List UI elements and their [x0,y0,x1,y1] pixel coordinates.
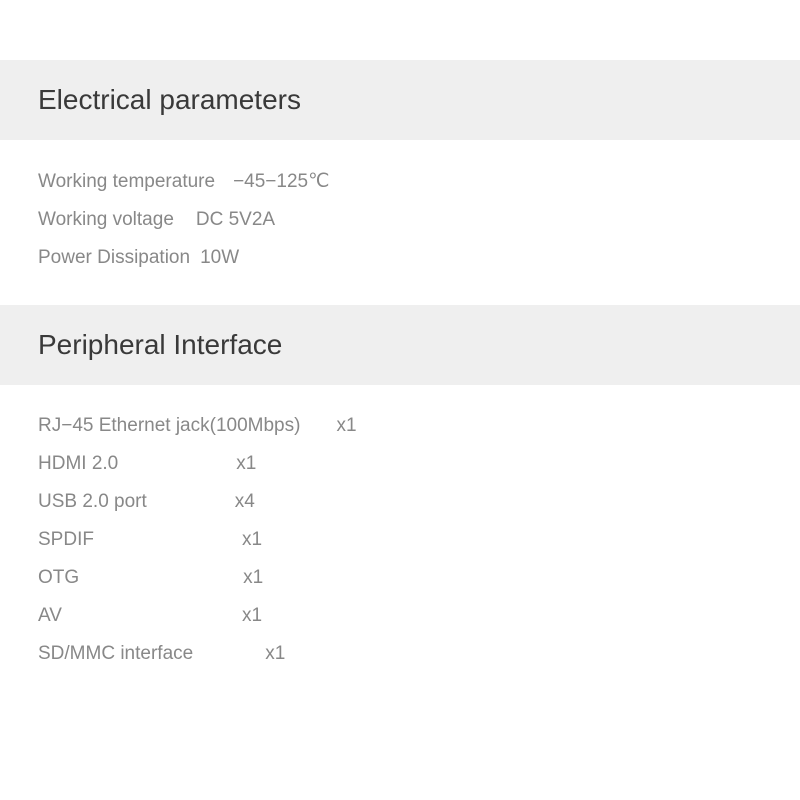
section-body-electrical: Working temperature −45−125℃ Working vol… [0,140,800,305]
spec-row: HDMI 2.0 x1 [38,453,762,475]
spec-label: SPDIF [38,529,94,551]
spec-label: AV [38,605,62,627]
spec-row: SD/MMC interface x1 [38,643,762,665]
spec-row: SPDIF x1 [38,529,762,551]
spec-label: HDMI 2.0 [38,453,118,475]
spec-value: x1 [336,415,356,437]
spec-value: DC 5V2A [196,209,275,231]
section-header-electrical: Electrical parameters [0,60,800,140]
top-margin [0,0,800,60]
spec-label: SD/MMC interface [38,643,193,665]
spec-row: USB 2.0 port x4 [38,491,762,513]
spec-value: −45−125℃ [233,170,329,193]
spec-value: x1 [236,453,256,475]
spec-value: x1 [243,567,263,589]
spec-sheet: Electrical parameters Working temperatur… [0,0,800,800]
spec-row: OTG x1 [38,567,762,589]
spec-value: x4 [235,491,255,513]
spec-label: Power Dissipation [38,247,190,269]
spec-label: Working temperature [38,171,215,193]
spec-row: AV x1 [38,605,762,627]
spec-label: Working voltage [38,209,174,231]
spec-label: RJ−45 Ethernet jack(100Mbps) [38,415,300,437]
section-header-peripheral: Peripheral Interface [0,305,800,385]
spec-row: RJ−45 Ethernet jack(100Mbps) x1 [38,415,762,437]
spec-value: x1 [242,529,262,551]
spec-row: Working temperature −45−125℃ [38,170,762,193]
section-title: Peripheral Interface [38,329,762,361]
spec-value: x1 [265,643,285,665]
spec-row: Power Dissipation 10W [38,247,762,269]
spec-label: OTG [38,567,79,589]
spec-label: USB 2.0 port [38,491,147,513]
spec-value: 10W [200,247,239,269]
section-body-peripheral: RJ−45 Ethernet jack(100Mbps) x1 HDMI 2.0… [0,385,800,701]
spec-value: x1 [242,605,262,627]
spec-row: Working voltage DC 5V2A [38,209,762,231]
section-title: Electrical parameters [38,84,762,116]
